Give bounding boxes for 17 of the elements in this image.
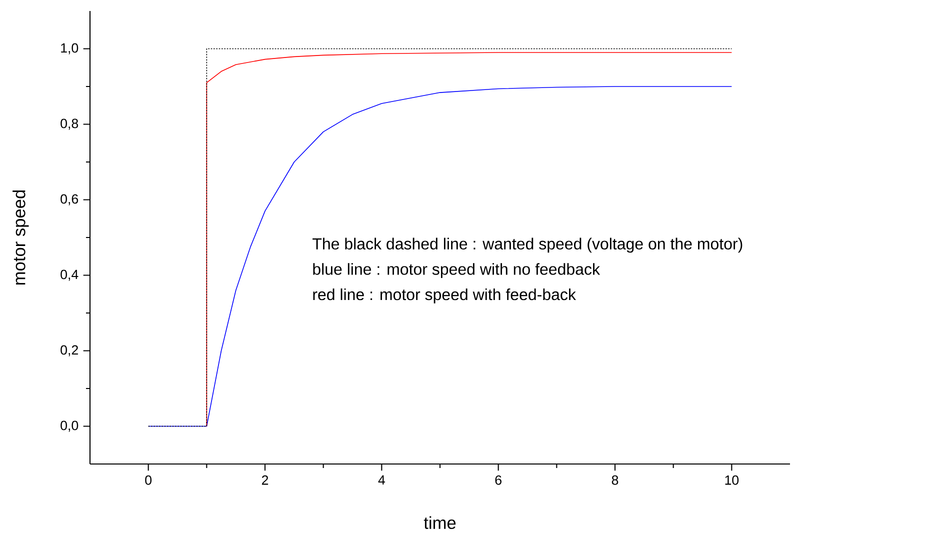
y-tick-label: 0,6: [60, 194, 78, 206]
x-axis-title: time: [424, 516, 456, 530]
x-tick-label: 8: [612, 475, 618, 485]
y-tick-label: 1,0: [61, 43, 78, 54]
x-tick-label: 6: [495, 475, 502, 485]
y-axis-title: motor speed: [12, 190, 29, 285]
x-tick-label: 2: [262, 475, 268, 485]
x-tick-label: 4: [378, 475, 385, 485]
annotation: The black dashed line : wanted speed (voltage on the motor): [312, 238, 742, 253]
annotation: red line : motor speed with feed-back: [313, 288, 576, 304]
y-tick-label: 0,8: [60, 118, 78, 130]
y-tick-label: 0,4: [60, 270, 78, 281]
y-tick-label: 0,0: [60, 420, 78, 432]
x-tick-label: 10: [725, 475, 739, 485]
x-tick-label: 0: [145, 475, 152, 485]
annotation: blue line : motor speed with no feedback: [313, 263, 600, 278]
y-tick-label: 0,2: [60, 345, 78, 356]
